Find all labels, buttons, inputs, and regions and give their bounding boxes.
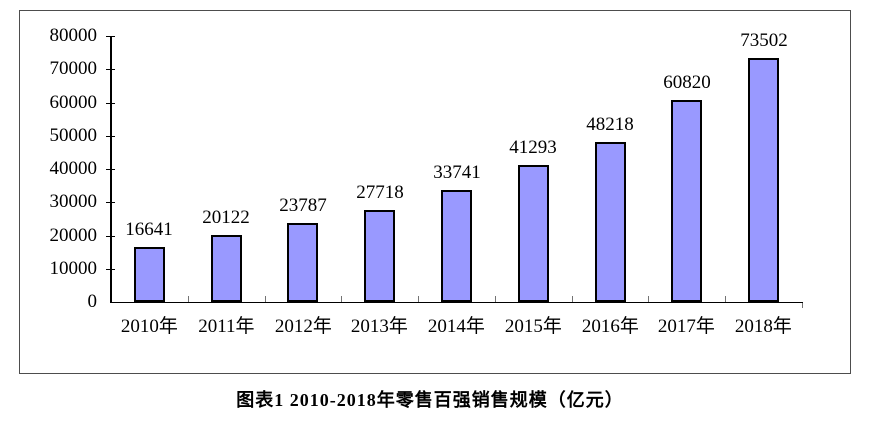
bar [364, 210, 395, 302]
y-axis-tick-label: 40000 [49, 158, 98, 179]
y-axis-tick [106, 169, 115, 170]
x-axis-end-tick [802, 303, 803, 308]
y-axis-tick [106, 202, 115, 203]
x-axis-tick [341, 296, 342, 302]
bar [441, 190, 472, 302]
bar-value-label: 33741 [433, 162, 481, 183]
bar [134, 247, 165, 302]
bar-value-label: 16641 [125, 219, 173, 240]
bar-value-label: 23787 [279, 195, 327, 216]
x-axis-tick [648, 296, 649, 302]
y-axis-tick-label: 70000 [49, 58, 98, 79]
y-axis-tick [106, 236, 115, 237]
x-axis-tick-label: 2016年 [581, 316, 639, 337]
x-axis-tick-label: 2014年 [427, 316, 485, 337]
bar [595, 142, 626, 302]
y-axis-tick-label: 0 [87, 291, 98, 312]
bar [518, 165, 549, 302]
y-axis-tick-label: 60000 [49, 92, 98, 113]
bar-value-label: 73502 [740, 30, 788, 51]
bar [748, 58, 779, 302]
y-axis-tick-label: 10000 [49, 258, 98, 279]
y-axis-tick [106, 136, 115, 137]
x-axis-tick-label: 2012年 [274, 316, 332, 337]
x-axis-tick [572, 296, 573, 302]
bar [211, 235, 242, 302]
y-axis-tick-label: 50000 [49, 125, 98, 146]
x-axis-tick-label: 2018年 [734, 316, 792, 337]
x-axis-tick [418, 296, 419, 302]
bar-value-label: 41293 [509, 137, 557, 158]
bar-value-label: 27718 [356, 182, 404, 203]
y-axis-tick [106, 69, 115, 70]
figure-caption: 图表1 2010-2018年零售百强销售规模（亿元） [236, 390, 624, 410]
y-axis-tick [106, 36, 115, 37]
x-axis-line [111, 302, 803, 303]
x-axis-tick-label: 2010年 [120, 316, 178, 337]
x-axis-tick-label: 2017年 [657, 316, 715, 337]
x-axis-tick-label: 2013年 [350, 316, 408, 337]
x-axis-tick [265, 296, 266, 302]
y-axis-tick [106, 269, 115, 270]
y-axis-tick-label: 80000 [49, 25, 98, 46]
y-axis-tick [106, 103, 115, 104]
bar-value-label: 20122 [202, 207, 250, 228]
y-axis-tick-label: 30000 [49, 191, 98, 212]
bar [671, 100, 702, 302]
x-axis-tick-label: 2011年 [198, 316, 255, 337]
x-axis-tick [188, 296, 189, 302]
x-axis-tick [495, 296, 496, 302]
chart-frame [19, 10, 851, 374]
y-axis-tick-label: 20000 [49, 225, 98, 246]
x-axis-tick [725, 296, 726, 302]
x-axis-tick-label: 2015年 [504, 316, 562, 337]
bar-value-label: 48218 [586, 114, 634, 135]
bar-value-label: 60820 [663, 72, 711, 93]
bar [287, 223, 318, 302]
